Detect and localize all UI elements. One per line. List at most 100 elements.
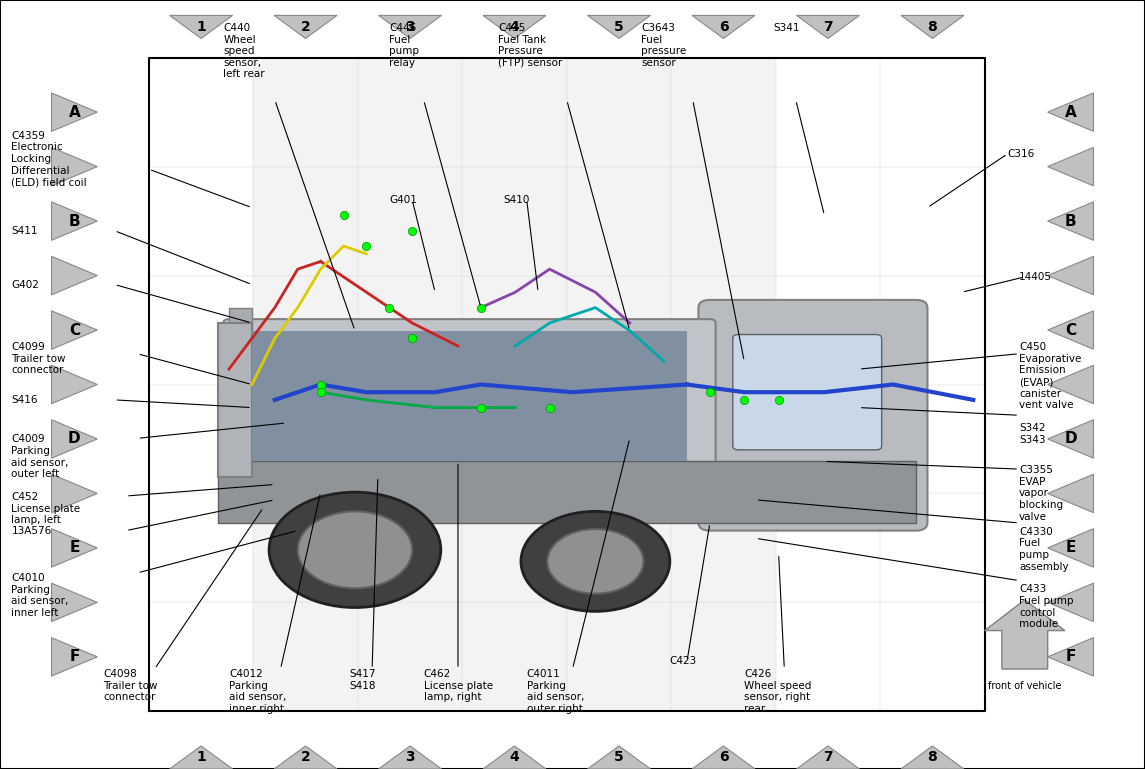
Text: A: A <box>1065 105 1076 120</box>
Bar <box>218 461 916 523</box>
Bar <box>218 323 252 477</box>
Text: 1: 1 <box>196 20 206 34</box>
Text: S411: S411 <box>11 225 38 236</box>
Polygon shape <box>52 638 97 676</box>
Text: C426
Wheel speed
sensor, right
rear: C426 Wheel speed sensor, right rear <box>744 669 812 714</box>
Text: 6: 6 <box>719 751 728 764</box>
FancyBboxPatch shape <box>733 335 882 450</box>
Text: A: A <box>69 105 80 120</box>
Text: 3: 3 <box>405 20 414 34</box>
Text: S342
S343: S342 S343 <box>1019 423 1045 444</box>
Polygon shape <box>52 583 97 621</box>
Text: 7: 7 <box>823 20 832 34</box>
Text: G401: G401 <box>389 195 417 205</box>
Text: B: B <box>1065 214 1076 228</box>
Polygon shape <box>1048 638 1093 676</box>
Text: 4: 4 <box>510 751 520 764</box>
Text: C4099
Trailer tow
connector: C4099 Trailer tow connector <box>11 342 66 375</box>
Text: 13A576: 13A576 <box>11 525 52 536</box>
Polygon shape <box>52 474 97 513</box>
Text: C4330
Fuel
pump
assembly: C4330 Fuel pump assembly <box>1019 527 1068 571</box>
Text: 6: 6 <box>719 20 728 34</box>
Text: C4012
Parking
aid sensor,
inner right: C4012 Parking aid sensor, inner right <box>229 669 286 714</box>
Text: F: F <box>1065 649 1076 664</box>
Polygon shape <box>1048 202 1093 241</box>
Text: 5: 5 <box>614 20 624 34</box>
Polygon shape <box>1048 256 1093 295</box>
Polygon shape <box>692 15 755 38</box>
Text: 4: 4 <box>510 20 520 34</box>
Polygon shape <box>587 15 650 38</box>
Circle shape <box>547 529 643 594</box>
Polygon shape <box>901 746 964 769</box>
Polygon shape <box>379 746 442 769</box>
Polygon shape <box>52 93 97 131</box>
Polygon shape <box>52 311 97 349</box>
Text: C452
License plate
lamp, left: C452 License plate lamp, left <box>11 492 80 525</box>
Polygon shape <box>797 746 860 769</box>
Polygon shape <box>169 15 232 38</box>
Text: 2: 2 <box>301 20 310 34</box>
Text: C: C <box>1065 322 1076 338</box>
Text: C4359
Electronic
Locking
Differential
(ELD) field coil: C4359 Electronic Locking Differential (E… <box>11 131 87 187</box>
Bar <box>253 58 776 711</box>
Polygon shape <box>274 746 337 769</box>
Circle shape <box>269 492 441 608</box>
Text: C435
Fuel Tank
Pressure
(FTP) sensor: C435 Fuel Tank Pressure (FTP) sensor <box>498 23 562 68</box>
Polygon shape <box>1048 474 1093 513</box>
Polygon shape <box>52 420 97 458</box>
Text: D: D <box>1064 431 1077 447</box>
Polygon shape <box>1048 529 1093 568</box>
Text: 8: 8 <box>927 20 938 34</box>
Polygon shape <box>692 746 755 769</box>
Text: C462
License plate
lamp, right: C462 License plate lamp, right <box>424 669 492 702</box>
Text: C446
Fuel
pump
relay: C446 Fuel pump relay <box>389 23 419 68</box>
Bar <box>252 331 687 461</box>
Polygon shape <box>52 256 97 295</box>
Polygon shape <box>169 746 232 769</box>
Polygon shape <box>52 529 97 568</box>
FancyBboxPatch shape <box>698 300 927 531</box>
Text: E: E <box>69 541 80 555</box>
Text: B: B <box>69 214 80 228</box>
Text: S417
S418: S417 S418 <box>349 669 376 691</box>
Circle shape <box>298 511 412 588</box>
Text: D: D <box>68 431 81 447</box>
Polygon shape <box>1048 420 1093 458</box>
Polygon shape <box>1048 583 1093 621</box>
Text: C: C <box>69 322 80 338</box>
Polygon shape <box>1048 311 1093 349</box>
Text: C4010
Parking
aid sensor,
inner left: C4010 Parking aid sensor, inner left <box>11 573 69 618</box>
Polygon shape <box>52 148 97 186</box>
Bar <box>229 308 252 477</box>
Text: F: F <box>69 649 80 664</box>
Text: S341: S341 <box>773 23 799 33</box>
Text: 7: 7 <box>823 751 832 764</box>
Text: S416: S416 <box>11 394 38 405</box>
Text: 5: 5 <box>614 751 624 764</box>
Circle shape <box>521 511 670 611</box>
Polygon shape <box>1048 93 1093 131</box>
Text: 14405: 14405 <box>1019 271 1052 282</box>
Polygon shape <box>901 15 964 38</box>
Polygon shape <box>1048 365 1093 404</box>
Polygon shape <box>1048 148 1093 186</box>
Polygon shape <box>587 746 650 769</box>
Text: C4098
Trailer tow
connector: C4098 Trailer tow connector <box>103 669 158 702</box>
Text: C316: C316 <box>1008 148 1035 159</box>
Polygon shape <box>52 202 97 241</box>
Text: 3: 3 <box>405 751 414 764</box>
Text: C440
Wheel
speed
sensor,
left rear: C440 Wheel speed sensor, left rear <box>223 23 264 79</box>
Text: C423: C423 <box>670 656 697 667</box>
Text: C3643
Fuel
pressure
sensor: C3643 Fuel pressure sensor <box>641 23 687 68</box>
Polygon shape <box>797 15 860 38</box>
Polygon shape <box>483 15 546 38</box>
Text: 1: 1 <box>196 751 206 764</box>
Text: 2: 2 <box>301 751 310 764</box>
Text: C433
Fuel pump
control
module: C433 Fuel pump control module <box>1019 584 1074 629</box>
Text: S410: S410 <box>504 195 530 205</box>
Polygon shape <box>52 365 97 404</box>
Text: 8: 8 <box>927 751 938 764</box>
Text: C450
Evaporative
Emission
(EVAP)
canister
vent valve: C450 Evaporative Emission (EVAP) caniste… <box>1019 342 1081 410</box>
Polygon shape <box>985 600 1065 669</box>
